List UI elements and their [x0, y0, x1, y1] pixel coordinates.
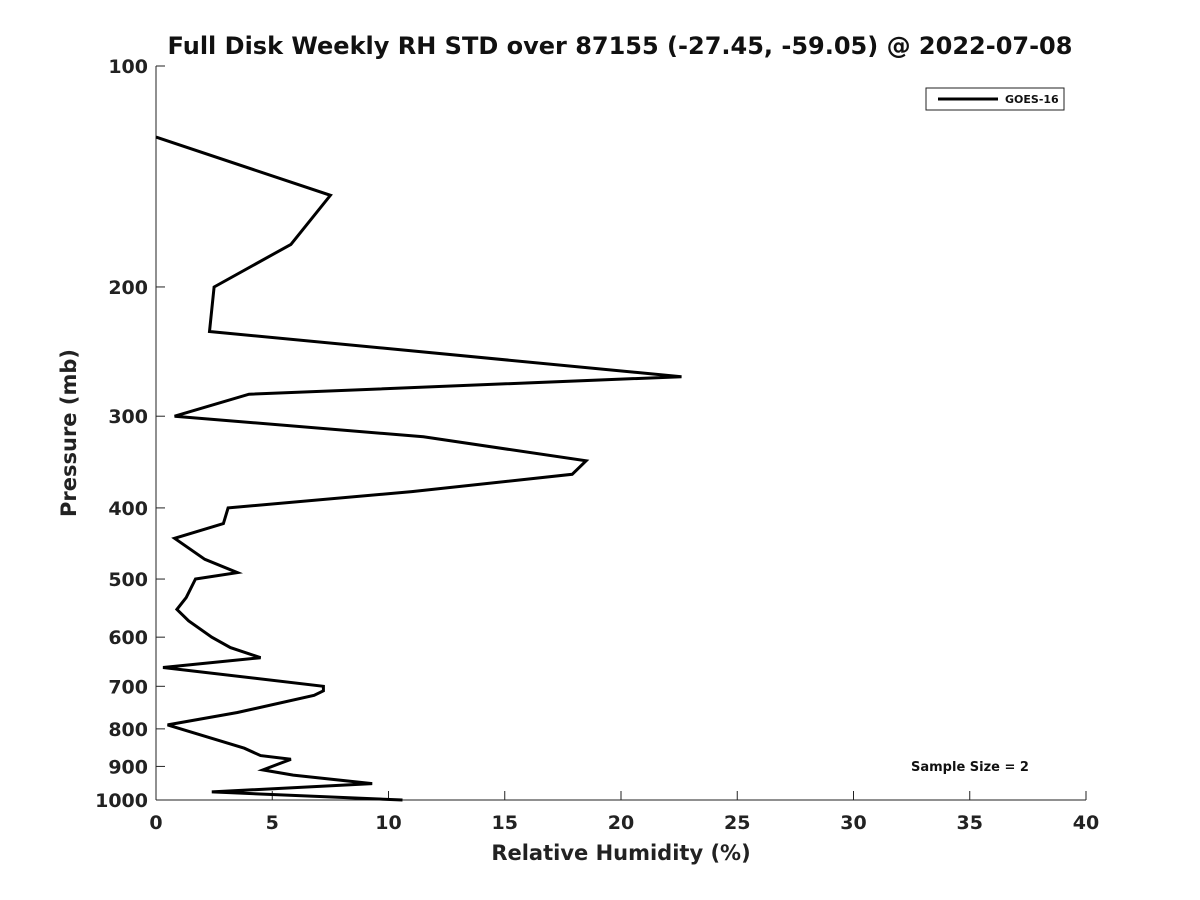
y-tick-label: 500	[108, 569, 148, 591]
y-tick-label: 600	[108, 627, 148, 649]
y-tick-label: 700	[108, 676, 148, 698]
series-line-goes-16	[155, 135, 682, 802]
x-tick-label: 0	[149, 812, 162, 834]
x-tick-label: 5	[266, 812, 279, 834]
legend-label-goes-16: GOES-16	[1005, 93, 1059, 106]
y-tick-label: 900	[108, 756, 148, 778]
x-tick-label: 40	[1073, 812, 1099, 834]
y-tick-label: 1000	[95, 790, 148, 812]
y-axis-label: Pressure (mb)	[57, 349, 81, 517]
plot-area: 0 5 10 15 20 25 30 35 40 100 200 300 400 500 600 700 80…	[95, 56, 1099, 834]
x-axis-label: Relative Humidity (%)	[491, 841, 750, 865]
x-tick-label: 30	[840, 812, 866, 834]
y-ticks: 100 200 300 400 500 600 700 800 900 1000	[95, 56, 165, 812]
x-tick-label: 10	[375, 812, 401, 834]
x-tick-label: 25	[724, 812, 750, 834]
x-tick-label: 20	[608, 812, 634, 834]
x-tick-label: 15	[492, 812, 518, 834]
sample-size-annotation: Sample Size = 2	[911, 760, 1029, 775]
x-ticks: 0 5 10 15 20 25 30 35 40	[149, 791, 1099, 834]
legend: GOES-16	[925, 87, 1065, 111]
x-tick-label: 35	[957, 812, 983, 834]
y-tick-label: 400	[108, 498, 148, 520]
y-tick-label: 200	[108, 277, 148, 299]
chart-title: Full Disk Weekly RH STD over 87155 (-27.…	[168, 32, 1073, 60]
y-tick-label: 300	[108, 406, 148, 428]
y-tick-label: 800	[108, 719, 148, 741]
y-tick-label: 100	[108, 56, 148, 78]
